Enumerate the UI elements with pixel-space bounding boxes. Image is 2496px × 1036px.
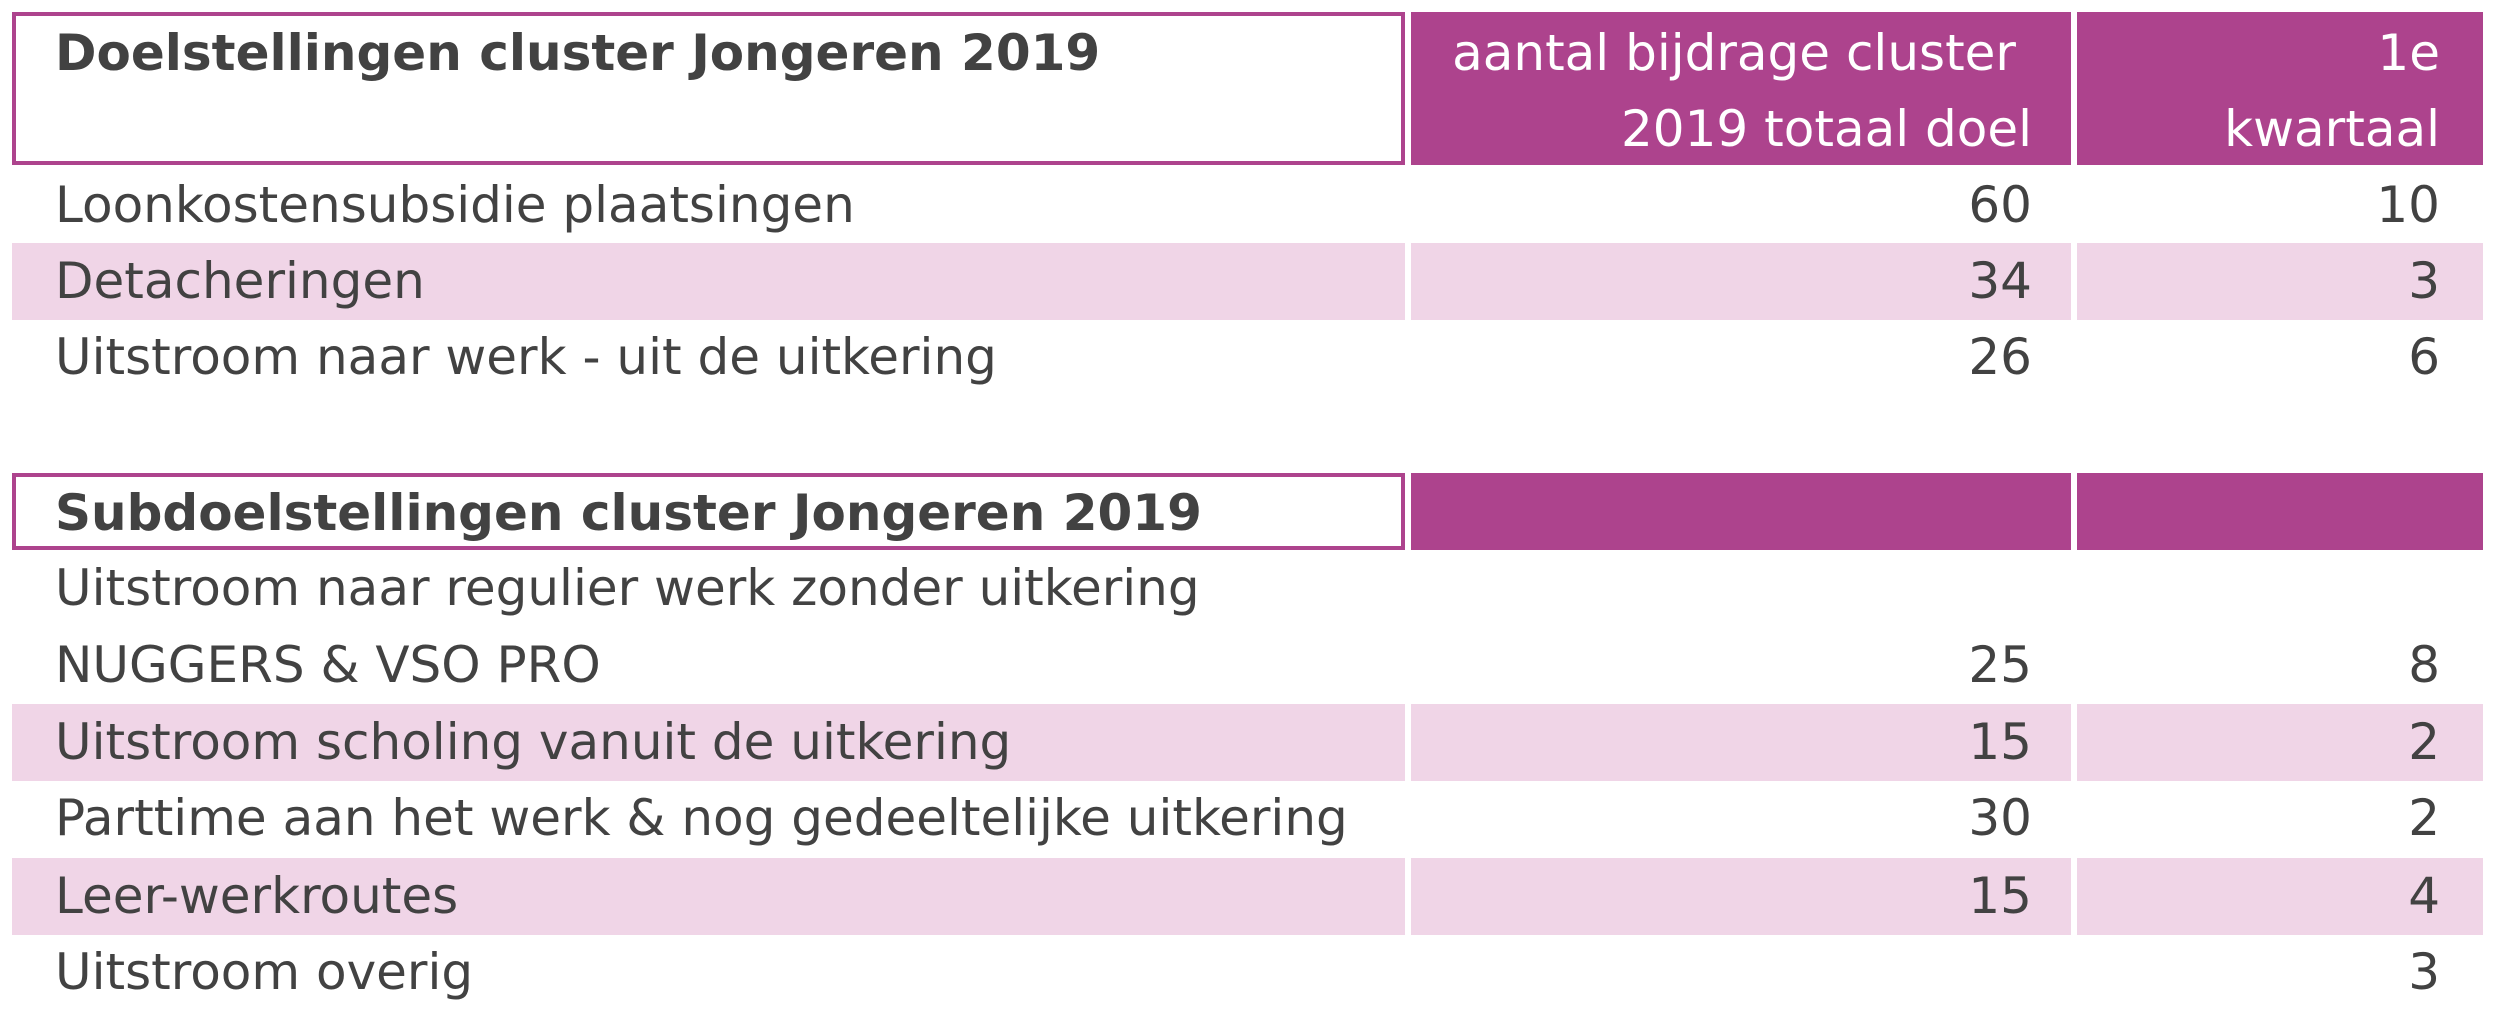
row-total: 26 [1968,328,2032,386]
row-total: 25 [1968,636,2032,694]
column-header-total [1411,473,2071,550]
row-label-line1: Uitstroom naar regulier werk zonder uitk… [55,559,1200,617]
row-total: 15 [1968,713,2032,771]
row-quarter: 6 [2408,328,2440,386]
row-label-line2: NUGGERS & VSO PRO [55,636,601,694]
table-title: Subdoelstellingen cluster Jongeren 2019 [55,484,1202,542]
row-band [1411,858,2071,935]
row-total: 30 [1968,789,2032,847]
row-band [12,704,1405,781]
row-total: 15 [1968,867,2032,925]
column-header-quarter [2077,473,2483,550]
column-header-total [1411,12,2071,165]
row-band [2077,704,2483,781]
table-title-box [12,473,1405,550]
row-total: 34 [1968,252,2032,310]
row-label: Uitstroom naar werk - uit de uitkering [55,328,997,386]
row-quarter: 2 [2408,789,2440,847]
row-band [12,243,1405,320]
row-quarter: 3 [2408,252,2440,310]
row-label: Loonkostensubsidie plaatsingen [55,176,855,234]
column-header-total-line1: aantal bijdrage cluster [1452,24,2016,82]
row-band [2077,243,2483,320]
row-band [1411,243,2071,320]
row-label: Detacheringen [55,252,425,310]
row-band [2077,858,2483,935]
column-header-quarter-line2: kwartaal [2224,100,2440,158]
row-label: Leer-werkroutes [55,867,459,925]
row-quarter: 2 [2408,713,2440,771]
column-header-total-line2: 2019 totaal doel [1621,100,2032,158]
table-title-box [12,12,1405,165]
row-quarter: 8 [2408,636,2440,694]
row-quarter: 3 [2408,943,2440,1001]
row-quarter: 4 [2408,867,2440,925]
row-label: Uitstroom overig [55,943,474,1001]
column-header-quarter-line1: 1e [2377,24,2440,82]
row-label: Parttime aan het werk & nog gedeeltelijk… [55,789,1348,847]
row-band [12,858,1405,935]
table-title: Doelstellingen cluster Jongeren 2019 [55,24,1101,82]
row-label: Uitstroom scholing vanuit de uitkering [55,713,1012,771]
row-quarter: 10 [2376,176,2440,234]
row-total: 60 [1968,176,2032,234]
column-header-quarter [2077,12,2483,165]
row-band [1411,704,2071,781]
